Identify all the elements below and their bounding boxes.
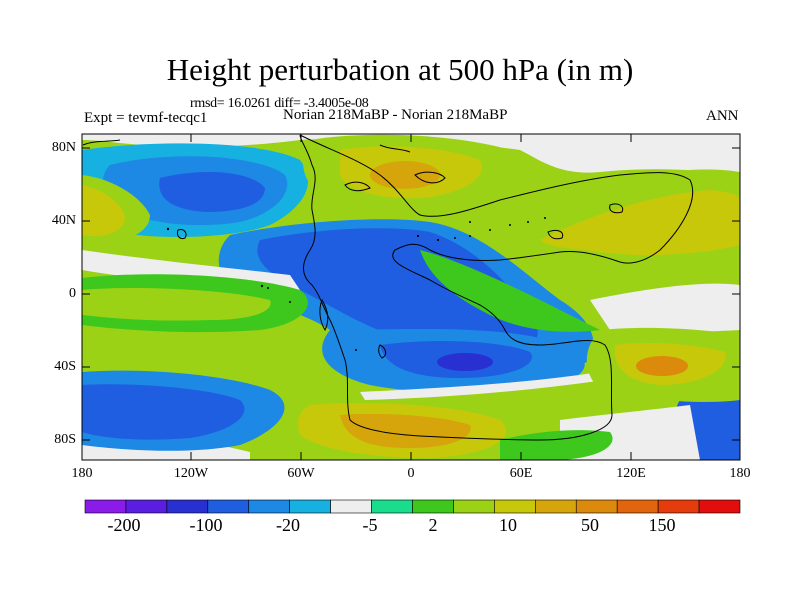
neutral-ribbon-south [360, 372, 605, 400]
tropical-pacific-core [82, 288, 271, 321]
colorbar-box [289, 499, 331, 514]
season-label: ANN [706, 108, 739, 124]
lon-label-120w: 120W [173, 466, 209, 481]
coastlines [82, 134, 694, 441]
colorbar-box [575, 499, 618, 514]
colorbar-label: 50 [581, 515, 599, 535]
colorbar-box [535, 499, 577, 514]
axis-ticks [82, 134, 740, 460]
southwest-low-core [82, 384, 245, 440]
lon-label-180w: 180 [71, 466, 93, 481]
colorbar [84, 499, 741, 514]
southern-trough-core [437, 353, 493, 371]
lon-label-60e: 60E [509, 466, 533, 481]
colorbar-box [453, 499, 495, 514]
north-neutral-band [82, 134, 740, 175]
southern-indian-high-core [636, 356, 688, 376]
neutral-ribbon-east [590, 283, 740, 333]
colorbar-box [412, 499, 454, 514]
colorbar-label: -100 [189, 515, 223, 535]
colorbar-box [698, 499, 741, 514]
colorbar-label: -200 [107, 515, 141, 535]
lon-label-120e: 120E [616, 466, 646, 481]
colorbar-box [84, 499, 127, 514]
lat-label-80s: 80S [54, 432, 76, 447]
indian-ocean-positive [420, 250, 600, 332]
southeast-weak-positive [500, 430, 613, 460]
colorbar-label: 2 [428, 515, 438, 535]
island-dots [166, 217, 546, 351]
lat-label-40n: 40N [51, 213, 76, 228]
colorbar-box [657, 499, 700, 514]
colorbar-label: -5 [362, 515, 378, 535]
colorbar-box [494, 499, 536, 514]
colorbar-box [248, 499, 290, 514]
colorbar-box [166, 499, 209, 514]
colorbar-box [125, 499, 168, 514]
statistics-line: rmsd= 16.0261 diff= -3.4005e-08 [190, 96, 369, 111]
colorbar-box [616, 499, 659, 514]
filled-contours [82, 134, 740, 460]
lon-label-0: 0 [407, 466, 415, 481]
colorbar-box [330, 499, 372, 514]
experiment-label: Expt = tevmf-tecqc1 [84, 110, 208, 126]
lat-label-equator: 0 [69, 286, 76, 301]
map-title: Height perturbation at 500 hPa (in m) [166, 52, 634, 87]
colorbar-box [207, 499, 250, 514]
colorbar-box [371, 499, 413, 514]
lat-label-40s: 40S [54, 359, 76, 374]
west-pacific-high-core [82, 185, 125, 237]
pacific-low-core [159, 172, 265, 212]
colorbar-label: 150 [648, 515, 676, 535]
lat-label-80n: 80N [51, 140, 76, 155]
colorbar-label: 10 [499, 515, 517, 535]
lon-label-180e: 180 [729, 466, 751, 481]
lon-label-60w: 60W [287, 466, 315, 481]
colorbar-label: -20 [276, 515, 300, 535]
south-atlantic-high-core [340, 413, 471, 448]
experiment-name: Norian 218MaBP - Norian 218MaBP [283, 107, 508, 123]
